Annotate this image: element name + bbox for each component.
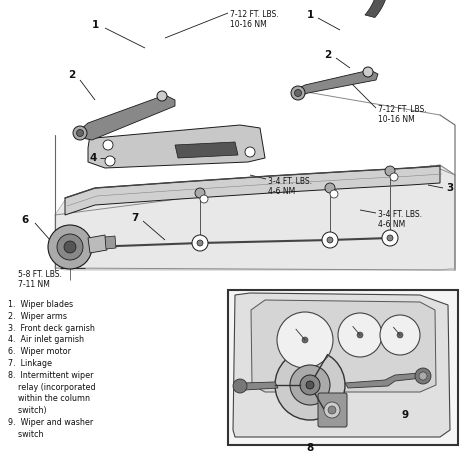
Circle shape bbox=[325, 183, 335, 193]
Circle shape bbox=[306, 381, 314, 389]
Circle shape bbox=[103, 140, 113, 150]
Text: 4: 4 bbox=[89, 153, 97, 163]
Circle shape bbox=[397, 332, 403, 338]
Text: 1.  Wiper blades
2.  Wiper arms
3.  Front deck garnish
4.  Air inlet garnish
6. : 1. Wiper blades 2. Wiper arms 3. Front d… bbox=[8, 300, 96, 439]
Circle shape bbox=[192, 235, 208, 251]
Circle shape bbox=[380, 315, 420, 355]
Circle shape bbox=[415, 368, 431, 384]
Circle shape bbox=[385, 166, 395, 176]
Polygon shape bbox=[88, 125, 265, 168]
Text: 9: 9 bbox=[401, 410, 409, 420]
FancyBboxPatch shape bbox=[318, 393, 347, 427]
Text: 5-8 FT. LBS.
7-11 NM: 5-8 FT. LBS. 7-11 NM bbox=[18, 270, 62, 290]
Polygon shape bbox=[88, 235, 107, 253]
Circle shape bbox=[330, 190, 338, 198]
Circle shape bbox=[390, 173, 398, 181]
Circle shape bbox=[387, 235, 393, 241]
Text: 3: 3 bbox=[447, 183, 454, 193]
Text: 6: 6 bbox=[21, 215, 28, 225]
Polygon shape bbox=[80, 95, 175, 140]
Circle shape bbox=[291, 86, 305, 100]
Circle shape bbox=[275, 350, 345, 420]
Circle shape bbox=[419, 372, 427, 380]
Circle shape bbox=[57, 234, 83, 260]
Polygon shape bbox=[242, 382, 278, 390]
Circle shape bbox=[76, 129, 83, 136]
Polygon shape bbox=[55, 165, 455, 270]
Circle shape bbox=[294, 90, 301, 96]
Polygon shape bbox=[360, 0, 388, 17]
Polygon shape bbox=[175, 142, 238, 158]
Text: 7-12 FT. LBS.
10-16 NM: 7-12 FT. LBS. 10-16 NM bbox=[230, 10, 279, 29]
Circle shape bbox=[277, 312, 333, 368]
Text: 8: 8 bbox=[306, 443, 314, 453]
Text: 2: 2 bbox=[68, 70, 76, 80]
Circle shape bbox=[200, 195, 208, 203]
Circle shape bbox=[338, 313, 382, 357]
Text: 3-4 FT. LBS.
4-6 NM: 3-4 FT. LBS. 4-6 NM bbox=[378, 210, 422, 230]
Circle shape bbox=[157, 91, 167, 101]
Text: 1: 1 bbox=[91, 20, 99, 30]
Circle shape bbox=[382, 230, 398, 246]
Polygon shape bbox=[295, 70, 378, 97]
Text: 1: 1 bbox=[306, 10, 314, 20]
Circle shape bbox=[322, 232, 338, 248]
Text: 2: 2 bbox=[324, 50, 332, 60]
Circle shape bbox=[105, 156, 115, 166]
Circle shape bbox=[300, 375, 320, 395]
Text: 7-12 FT. LBS.
10-16 NM: 7-12 FT. LBS. 10-16 NM bbox=[378, 105, 427, 124]
Polygon shape bbox=[233, 293, 450, 437]
Circle shape bbox=[357, 332, 363, 338]
Circle shape bbox=[73, 126, 87, 140]
Circle shape bbox=[302, 337, 308, 343]
Circle shape bbox=[328, 406, 336, 414]
Polygon shape bbox=[345, 373, 422, 388]
Circle shape bbox=[324, 402, 340, 418]
Polygon shape bbox=[65, 166, 440, 215]
Circle shape bbox=[327, 237, 333, 243]
Circle shape bbox=[233, 379, 247, 393]
Polygon shape bbox=[105, 236, 116, 249]
Polygon shape bbox=[251, 300, 436, 392]
Circle shape bbox=[195, 188, 205, 198]
Text: 3-4 FT. LBS.
4-6 NM: 3-4 FT. LBS. 4-6 NM bbox=[268, 177, 312, 196]
Text: 7: 7 bbox=[131, 213, 139, 223]
Circle shape bbox=[48, 225, 92, 269]
Circle shape bbox=[363, 67, 373, 77]
FancyBboxPatch shape bbox=[228, 290, 458, 445]
Circle shape bbox=[64, 241, 76, 253]
Circle shape bbox=[290, 365, 330, 405]
Circle shape bbox=[245, 147, 255, 157]
Circle shape bbox=[197, 240, 203, 246]
